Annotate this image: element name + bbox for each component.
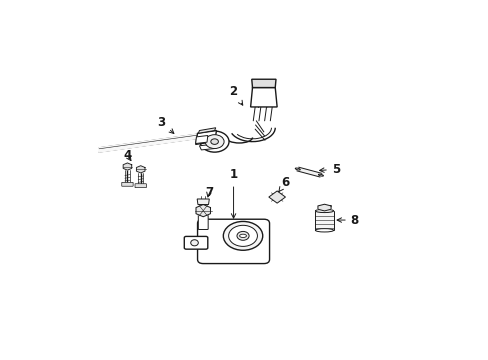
FancyBboxPatch shape — [198, 213, 208, 229]
Ellipse shape — [315, 229, 333, 232]
Polygon shape — [99, 132, 208, 152]
Polygon shape — [250, 87, 277, 107]
Circle shape — [237, 231, 248, 240]
Polygon shape — [199, 144, 214, 150]
FancyBboxPatch shape — [122, 183, 133, 186]
Ellipse shape — [318, 174, 323, 176]
Text: 1: 1 — [229, 168, 237, 218]
Polygon shape — [123, 163, 131, 170]
Text: 3: 3 — [157, 116, 174, 134]
Polygon shape — [136, 166, 144, 173]
Text: 4: 4 — [123, 149, 131, 162]
Text: 5: 5 — [319, 163, 339, 176]
Circle shape — [228, 225, 257, 246]
Ellipse shape — [239, 234, 246, 238]
Polygon shape — [198, 128, 215, 133]
Circle shape — [210, 139, 218, 144]
Text: 2: 2 — [229, 85, 242, 105]
Text: 6: 6 — [278, 176, 289, 192]
Polygon shape — [315, 211, 333, 230]
Text: 7: 7 — [204, 186, 213, 199]
Circle shape — [200, 131, 228, 152]
Polygon shape — [195, 135, 207, 144]
Polygon shape — [251, 79, 275, 87]
Polygon shape — [317, 204, 330, 211]
Polygon shape — [296, 167, 321, 177]
Text: 8: 8 — [336, 213, 358, 226]
Polygon shape — [195, 131, 216, 144]
Polygon shape — [197, 199, 209, 204]
Ellipse shape — [295, 168, 300, 170]
Ellipse shape — [190, 240, 198, 246]
FancyBboxPatch shape — [184, 237, 207, 249]
Polygon shape — [196, 204, 210, 217]
Circle shape — [223, 221, 262, 250]
FancyBboxPatch shape — [197, 219, 269, 264]
FancyBboxPatch shape — [135, 184, 146, 188]
Circle shape — [205, 135, 224, 149]
Polygon shape — [268, 191, 285, 203]
Ellipse shape — [315, 209, 333, 212]
